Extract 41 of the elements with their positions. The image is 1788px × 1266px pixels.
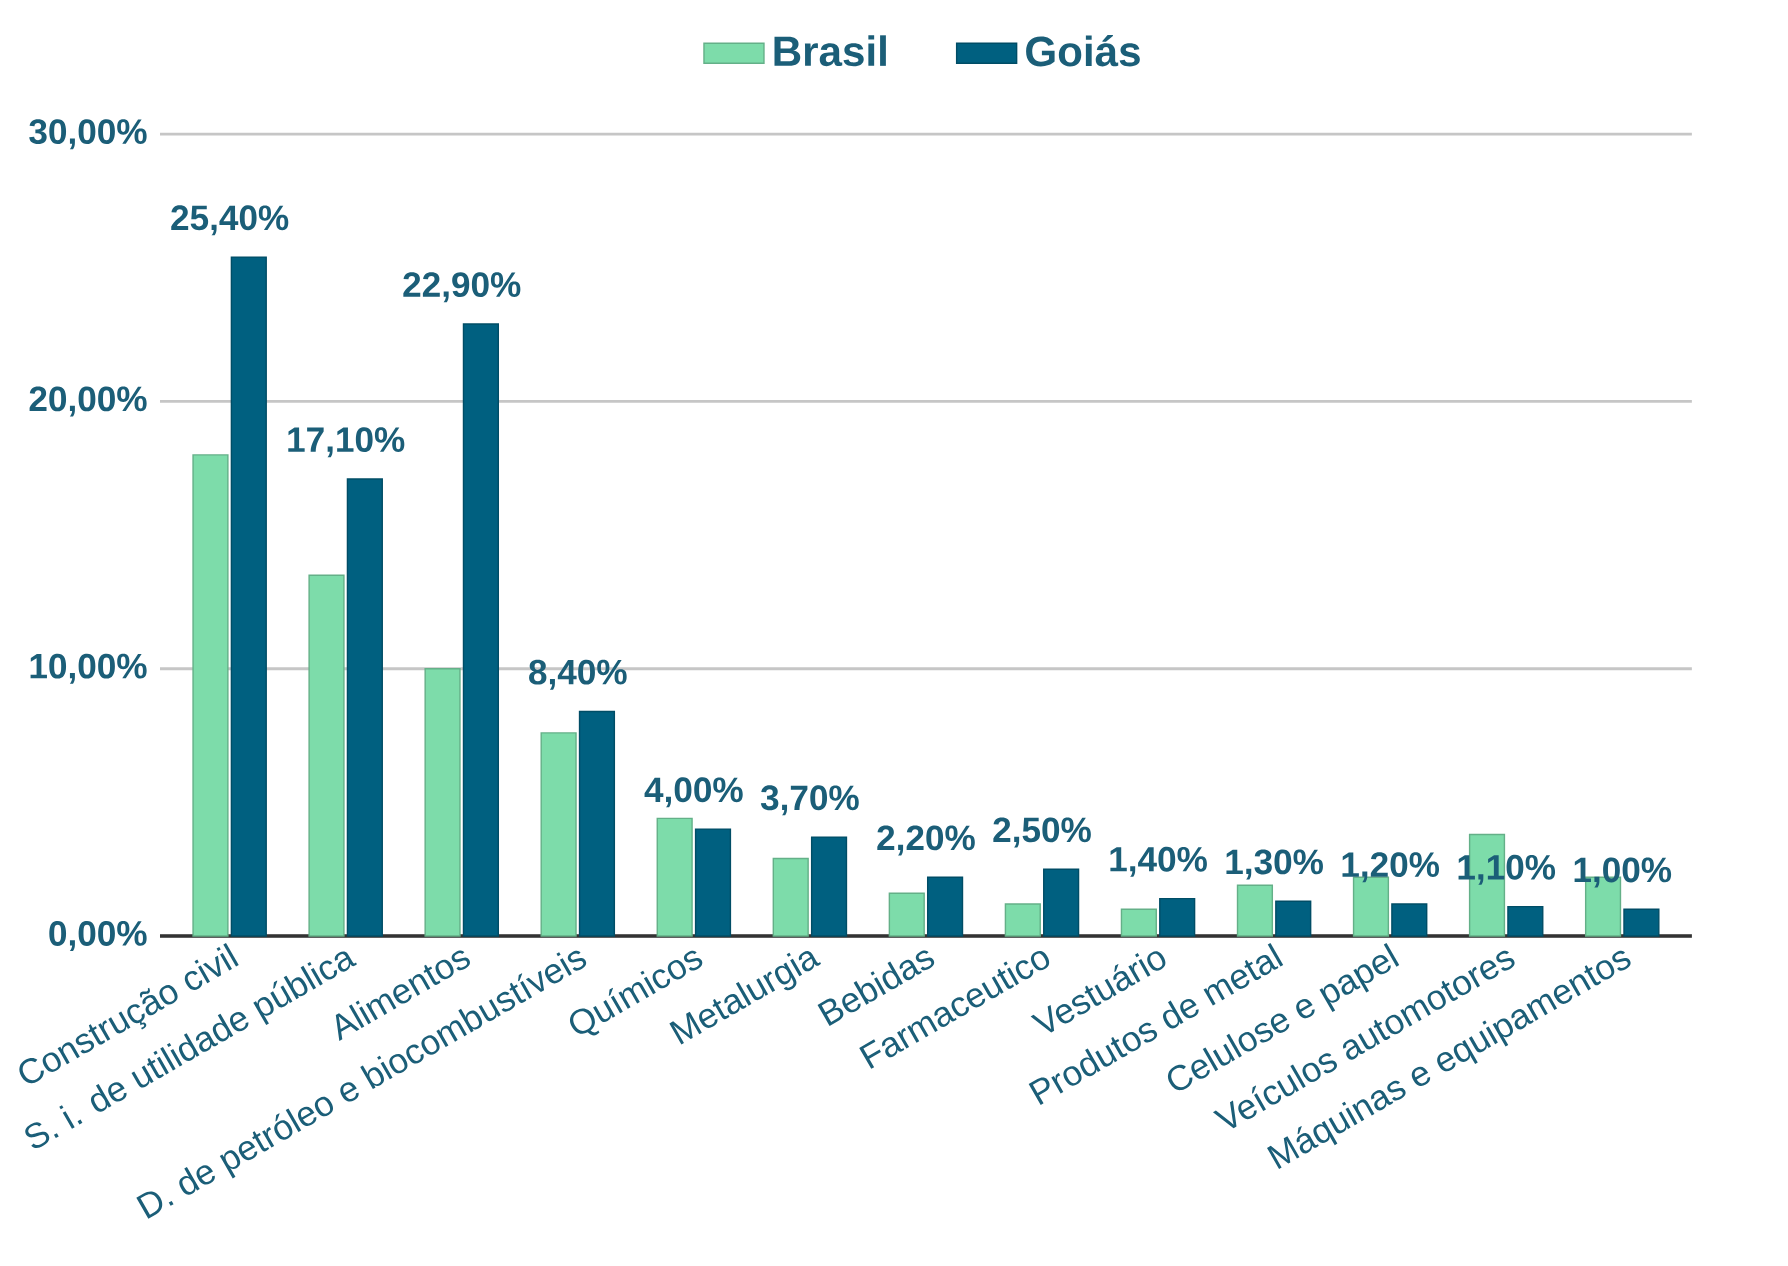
bar	[656, 817, 693, 937]
bar	[540, 732, 577, 937]
bar	[462, 323, 500, 937]
bar	[192, 454, 229, 937]
bar	[810, 836, 848, 937]
y-tick-label: 30,00%	[29, 119, 147, 150]
bar	[694, 828, 732, 937]
data-label: 1,30%	[1226, 849, 1323, 880]
data-label: 1,00%	[1574, 857, 1672, 888]
bar	[1623, 908, 1660, 937]
data-label: 8,40%	[529, 659, 627, 690]
bar	[308, 574, 345, 937]
data-label: 1,20%	[1342, 852, 1440, 883]
bar	[888, 892, 925, 937]
data-label: 4,00%	[644, 777, 743, 808]
data-label: 22,90%	[403, 272, 521, 303]
bar	[1159, 897, 1196, 937]
y-tick-label: 10,00%	[30, 653, 147, 684]
legend-label: Brasil	[774, 35, 886, 67]
bar	[1120, 908, 1157, 937]
bar	[1391, 903, 1428, 937]
bar	[926, 876, 964, 937]
bar	[230, 256, 267, 937]
bar	[1507, 905, 1544, 937]
bar	[424, 668, 461, 937]
bar	[346, 478, 383, 937]
legend-label: Goiás	[1026, 35, 1140, 67]
data-label: 17,10%	[288, 427, 405, 458]
y-tick-label: 20,00%	[29, 386, 147, 417]
bar	[772, 857, 809, 937]
bar	[578, 710, 616, 937]
data-label: 2,50%	[993, 817, 1091, 848]
data-label: 3,70%	[760, 785, 859, 816]
data-label: 2,20%	[877, 825, 975, 856]
y-tick-label: 0,00%	[49, 921, 147, 952]
bar	[1004, 903, 1041, 937]
data-label: 25,40%	[171, 205, 289, 236]
bar	[1236, 884, 1274, 937]
bar	[1275, 900, 1312, 937]
bar	[1043, 868, 1080, 937]
data-label: 1,40%	[1110, 846, 1207, 877]
